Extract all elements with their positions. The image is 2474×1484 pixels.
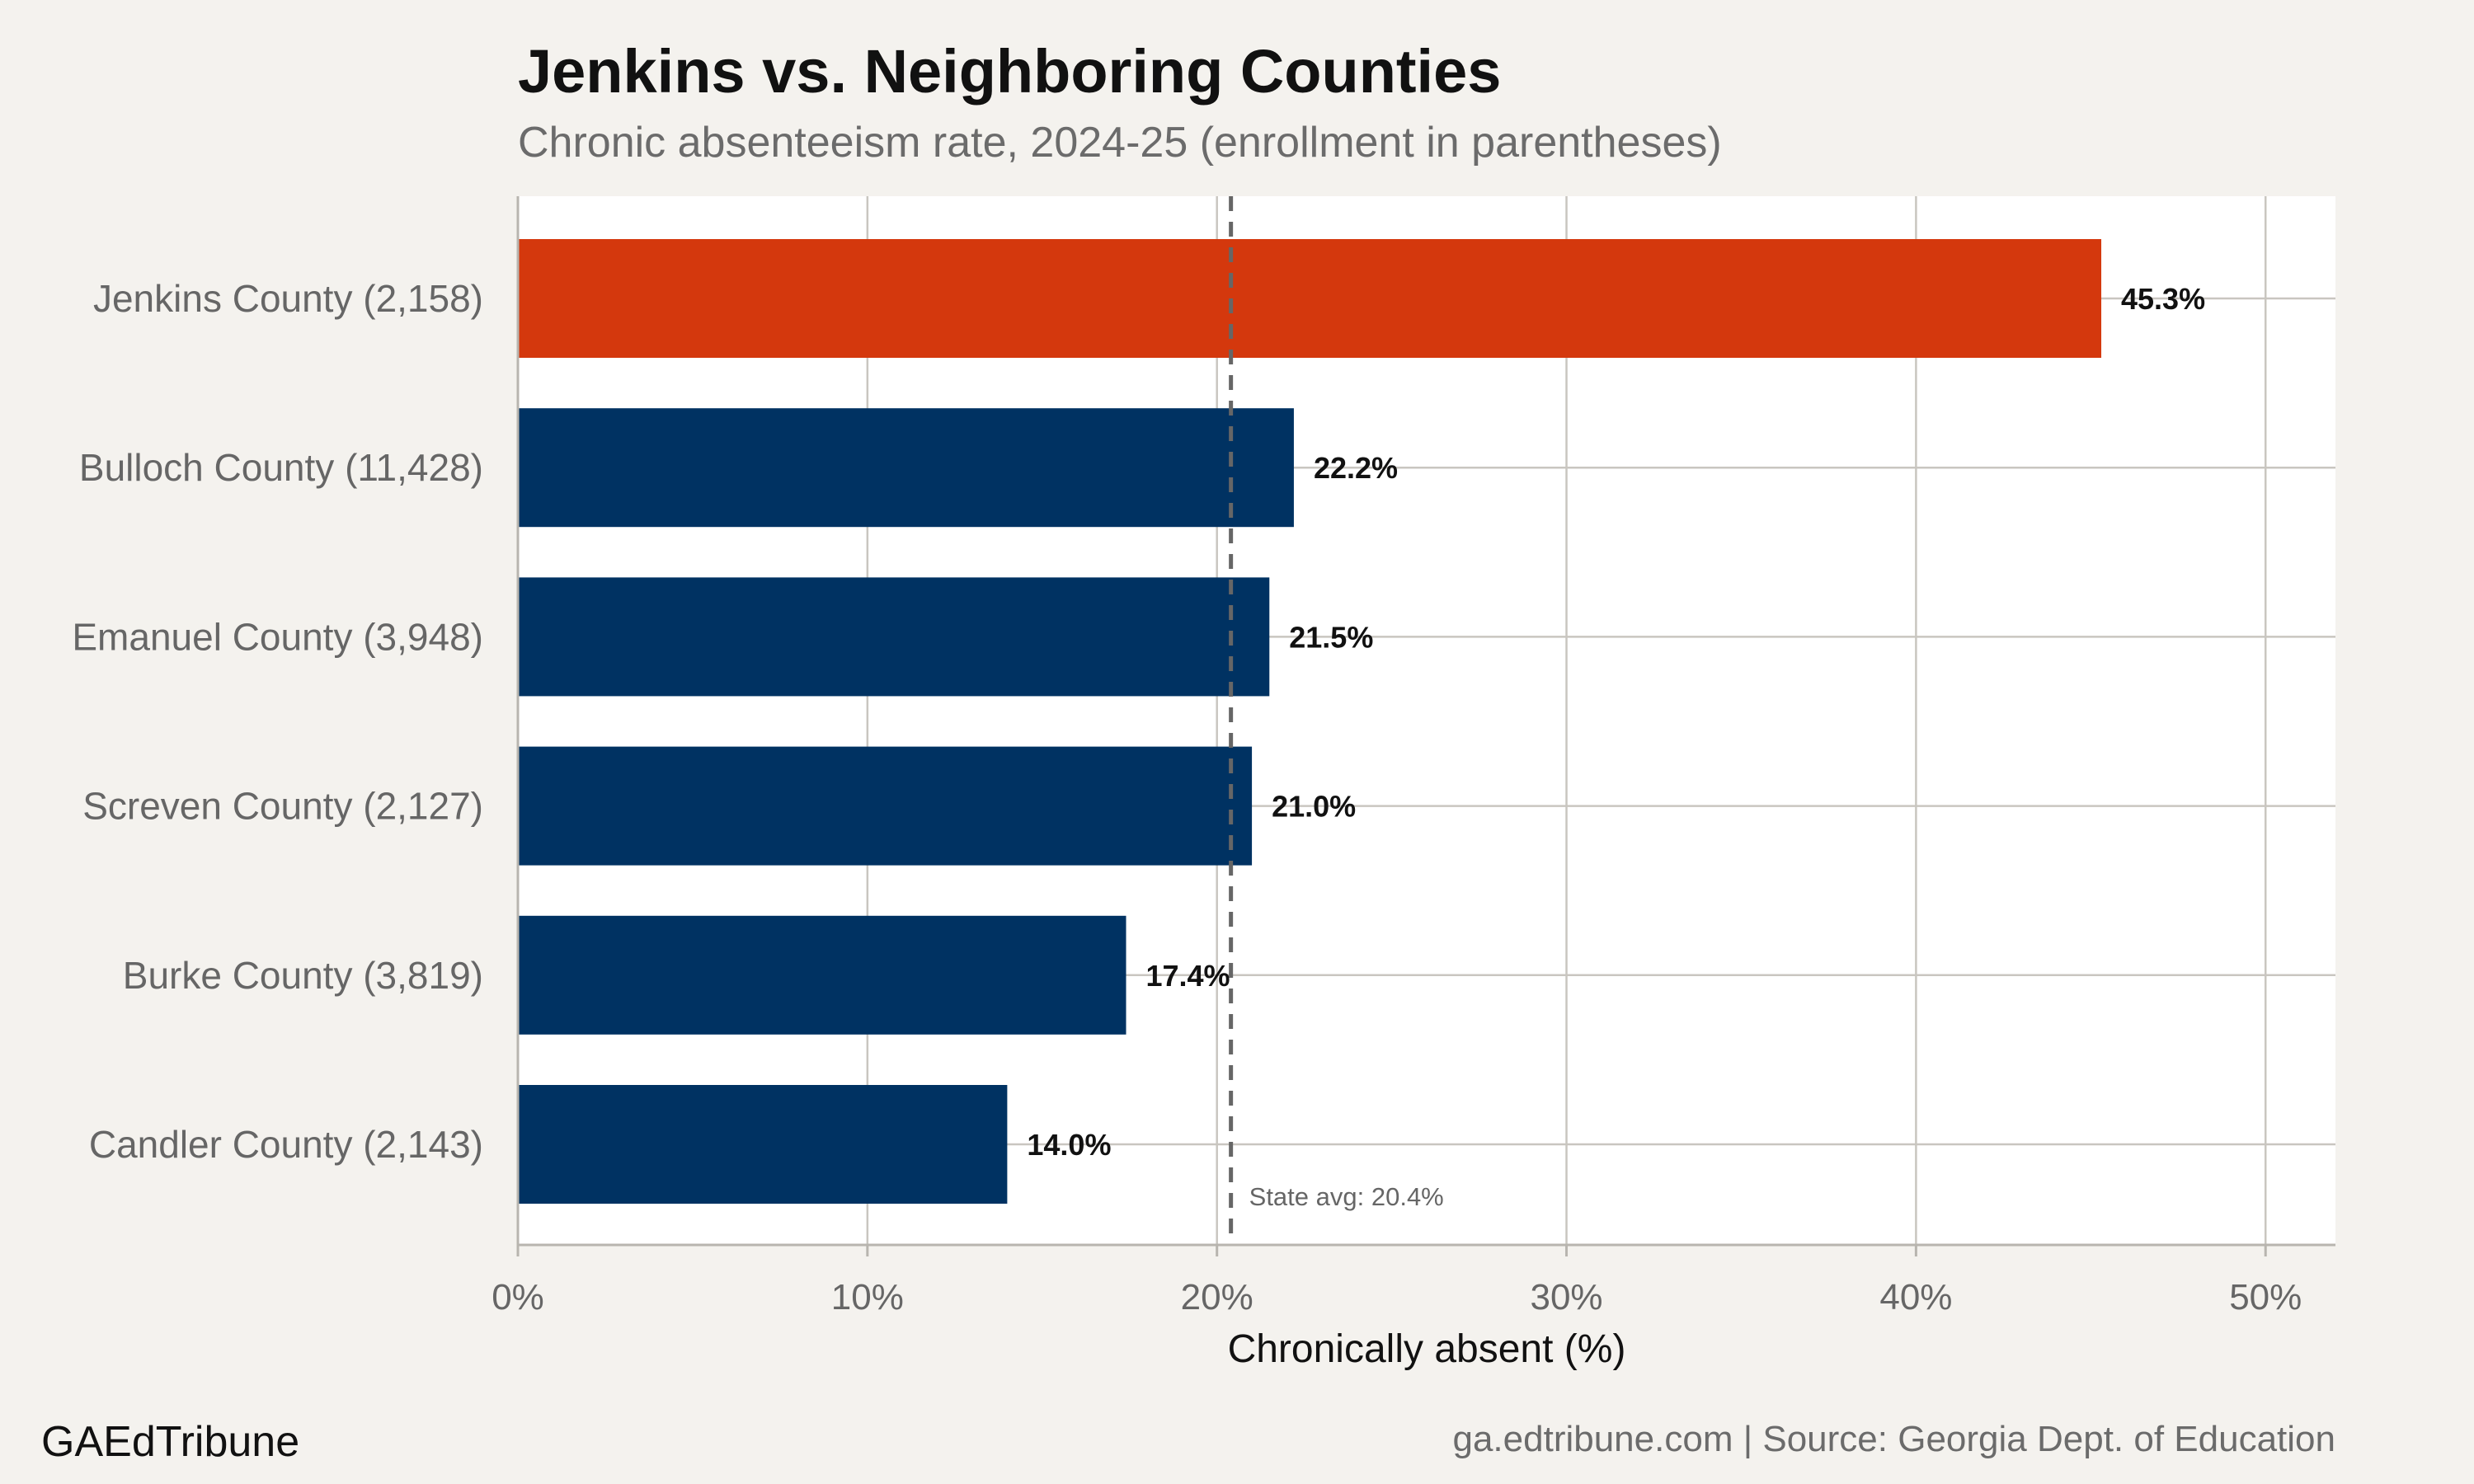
value-label-0: 45.3%: [2121, 282, 2205, 316]
x-tick-label-5: 50%: [2229, 1277, 2302, 1317]
value-labels: 45.3% 22.2% 21.5% 21.0% 17.4% 14.0%: [1027, 282, 2205, 1162]
x-tick-label-4: 40%: [1879, 1277, 1952, 1317]
value-label-3: 21.0%: [1272, 790, 1356, 824]
x-tick-label-2: 20%: [1181, 1277, 1253, 1317]
category-label-2: Emanuel County (3,948): [72, 615, 483, 658]
category-label-5: Candler County (2,143): [89, 1123, 483, 1166]
bar-4: [518, 915, 1126, 1035]
reference-line-group: State avg: 20.4%: [1229, 196, 1444, 1245]
chart-subtitle: Chronic absenteeism rate, 2024-25 (enrol…: [518, 119, 1722, 167]
chart-title: Jenkins vs. Neighboring Counties: [518, 37, 1501, 106]
value-label-1: 22.2%: [1314, 451, 1398, 485]
category-labels: Jenkins County (2,158) Bulloch County (11…: [72, 277, 483, 1166]
bar-5: [518, 1085, 1008, 1204]
category-label-1: Bulloch County (11,428): [79, 446, 483, 489]
x-tick-label-1: 10%: [831, 1277, 904, 1317]
x-tick-label-3: 30%: [1530, 1277, 1602, 1317]
bar-0: [518, 239, 2102, 358]
reference-line-label: State avg: 20.4%: [1249, 1182, 1444, 1211]
plot-panel: [518, 196, 2335, 1245]
bar-1: [518, 408, 1294, 528]
x-axis-title: Chronically absent (%): [1228, 1327, 1626, 1371]
category-label-0: Jenkins County (2,158): [93, 277, 483, 320]
category-label-4: Burke County (3,819): [123, 954, 483, 997]
value-label-2: 21.5%: [1289, 620, 1373, 654]
x-axis: 0% 10% 20% 30% 40% 50%: [492, 196, 2335, 1317]
x-tick-label-0: 0%: [492, 1277, 544, 1317]
source-credit: ga.edtribune.com | Source: Georgia Dept.…: [1452, 1419, 2335, 1459]
value-label-5: 14.0%: [1027, 1128, 1111, 1162]
category-label-3: Screven County (2,127): [82, 785, 483, 828]
bars: [518, 239, 2102, 1204]
brand-name: GAEdTribune: [41, 1418, 299, 1466]
bar-3: [518, 746, 1253, 866]
value-label-4: 17.4%: [1145, 959, 1230, 993]
bar-2: [518, 577, 1270, 697]
